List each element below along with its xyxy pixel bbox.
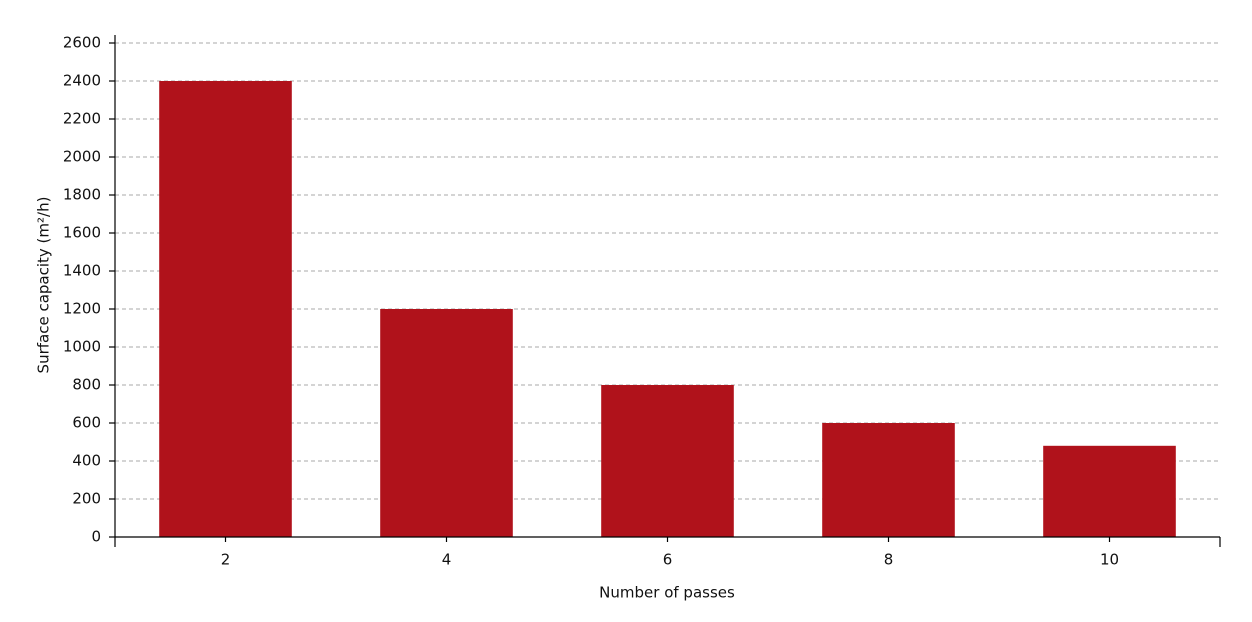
y-tick-label: 2600 [63, 34, 101, 52]
bar [159, 81, 292, 537]
bar [822, 423, 955, 537]
y-tick-label: 1000 [63, 338, 101, 356]
y-tick-label: 1400 [63, 262, 101, 280]
bar [601, 385, 734, 537]
y-tick-label: 2000 [63, 148, 101, 166]
y-axis-label: Surface capacity (m²/h) [35, 197, 53, 374]
y-tick-label: 200 [72, 490, 101, 508]
x-tick-label: 2 [221, 551, 231, 569]
bar [1043, 445, 1176, 537]
y-tick-label: 2400 [63, 72, 101, 90]
x-tick-label: 6 [663, 551, 673, 569]
y-tick-label: 1600 [63, 224, 101, 242]
y-tick-label: 800 [72, 376, 101, 394]
x-tick-label: 4 [442, 551, 452, 569]
y-tick-label: 1200 [63, 300, 101, 318]
x-tick-label: 8 [884, 551, 894, 569]
x-tick-label: 10 [1100, 551, 1119, 569]
y-tick-label: 0 [91, 528, 101, 546]
x-axis-label: Number of passes [599, 584, 735, 602]
bar [380, 309, 513, 537]
y-tick-label: 2200 [63, 110, 101, 128]
y-tick-label: 600 [72, 414, 101, 432]
y-tick-label: 400 [72, 452, 101, 470]
y-tick-label: 1800 [63, 186, 101, 204]
